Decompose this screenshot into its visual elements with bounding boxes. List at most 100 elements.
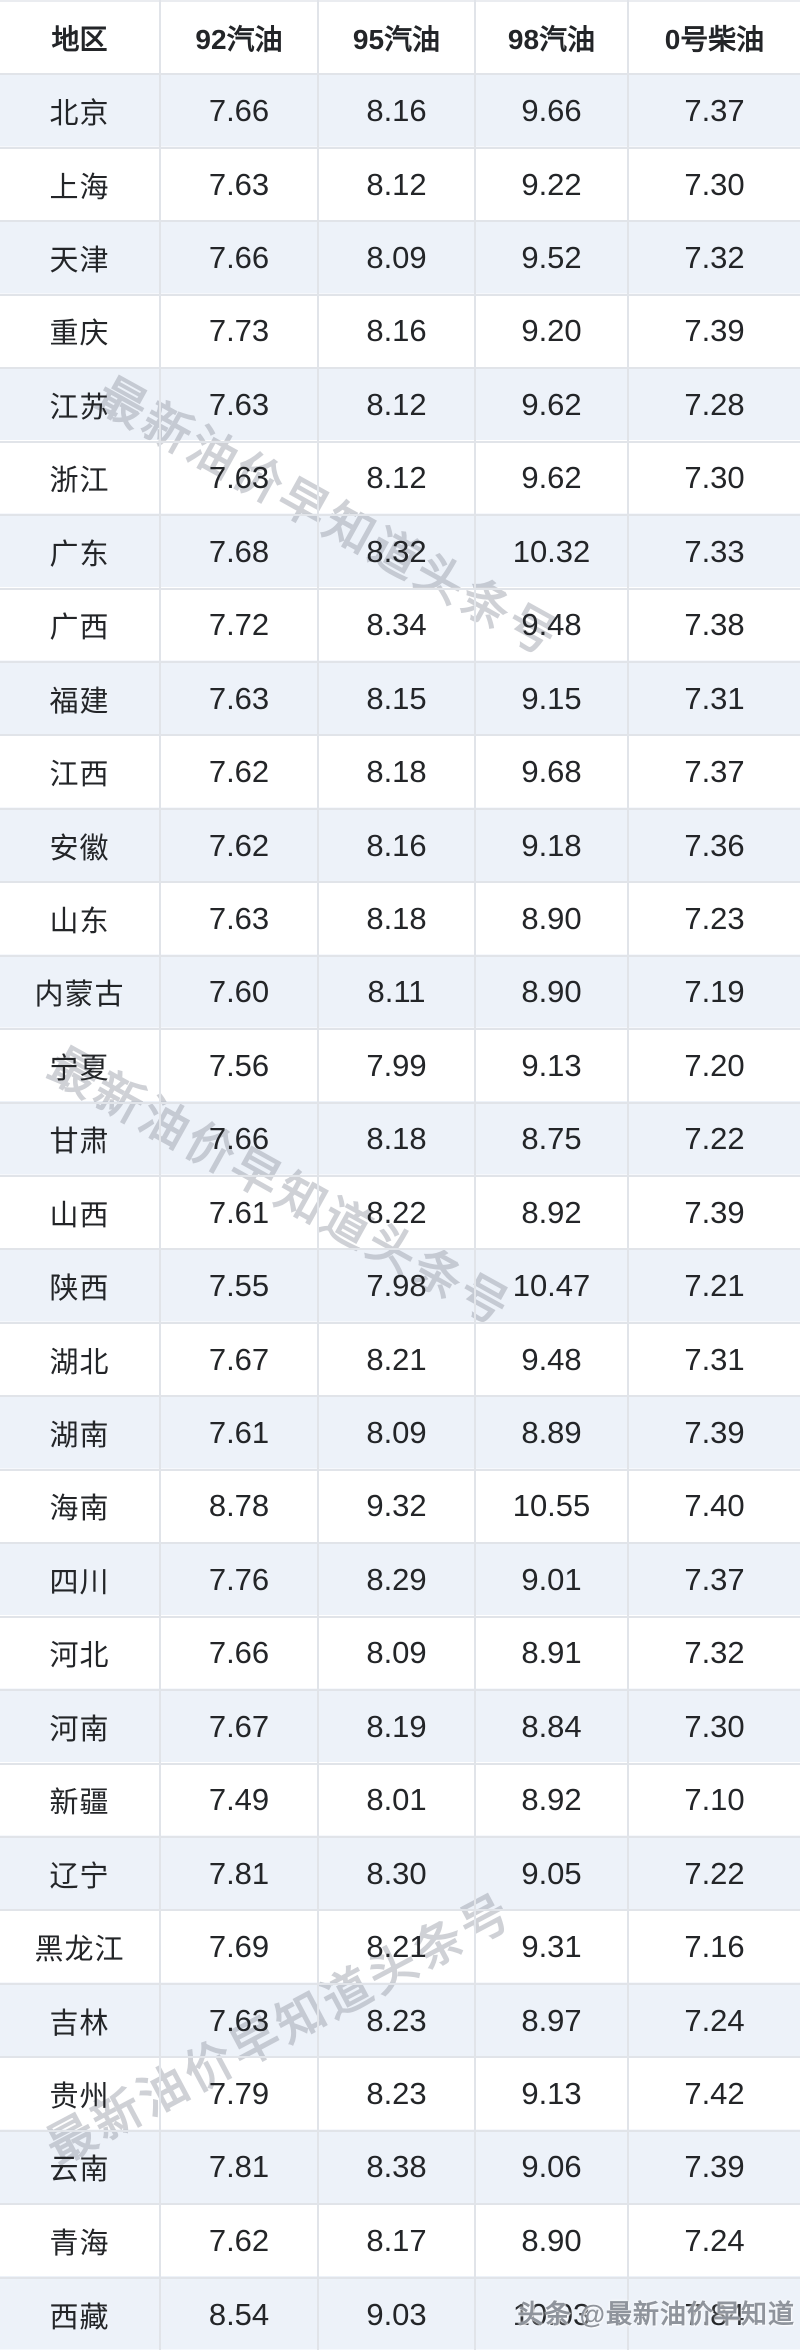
table-row: 山东 7.63 8.18 8.90 7.23 <box>0 881 800 957</box>
price-cell-98: 9.13 <box>474 2056 629 2132</box>
price-cell-98: 8.75 <box>474 1101 629 1178</box>
region-cell: 云南 <box>0 2129 161 2206</box>
price-cell-95: 8.29 <box>317 1542 476 1618</box>
price-cell-95: 8.32 <box>317 514 476 590</box>
region-cell: 浙江 <box>0 440 161 517</box>
price-cell-92: 8.78 <box>159 1468 319 1545</box>
price-cell-98: 8.90 <box>474 954 629 1031</box>
region-cell: 河南 <box>0 1689 161 1765</box>
region-cell: 山西 <box>0 1174 161 1251</box>
price-cell-95: 9.32 <box>317 1468 476 1545</box>
price-cell-92: 7.68 <box>159 514 319 590</box>
table-row: 安徽 7.62 8.16 9.18 7.36 <box>0 807 800 884</box>
region-cell: 江西 <box>0 734 161 810</box>
price-cell-98: 8.92 <box>474 1762 629 1838</box>
price-cell-92: 7.62 <box>159 2203 319 2279</box>
region-cell: 天津 <box>0 220 161 296</box>
price-cell-95: 8.22 <box>317 1174 476 1251</box>
price-cell-95: 8.30 <box>317 1835 476 1912</box>
region-cell: 广东 <box>0 514 161 590</box>
price-cell-98: 10.32 <box>474 514 629 590</box>
table-row: 四川 7.76 8.29 9.01 7.37 <box>0 1542 800 1618</box>
region-cell: 宁夏 <box>0 1028 161 1104</box>
table-row: 江苏 7.63 8.12 9.62 7.28 <box>0 367 800 443</box>
table-row: 云南 7.81 8.38 9.06 7.39 <box>0 2129 800 2206</box>
table-row: 内蒙古 7.60 8.11 8.90 7.19 <box>0 954 800 1031</box>
region-cell: 四川 <box>0 1542 161 1618</box>
table-row: 甘肃 7.66 8.18 8.75 7.22 <box>0 1101 800 1178</box>
price-cell-98: 8.97 <box>474 1982 629 2059</box>
price-cell-98: 10.03 <box>474 2276 629 2350</box>
table-row: 海南 8.78 9.32 10.55 7.40 <box>0 1468 800 1545</box>
price-cell-diesel: 7.24 <box>627 1982 800 2059</box>
price-cell-98: 8.92 <box>474 1174 629 1251</box>
region-cell: 陕西 <box>0 1248 161 1324</box>
price-cell-diesel: 7.30 <box>627 440 800 517</box>
price-cell-92: 7.55 <box>159 1248 319 1324</box>
price-cell-98: 9.31 <box>474 1909 629 1985</box>
price-cell-95: 8.12 <box>317 146 476 223</box>
price-cell-98: 9.06 <box>474 2129 629 2206</box>
price-cell-95: 8.15 <box>317 660 476 737</box>
price-cell-98: 9.18 <box>474 807 629 884</box>
price-cell-95: 8.23 <box>317 1982 476 2059</box>
price-cell-95: 8.18 <box>317 1101 476 1178</box>
price-cell-95: 7.99 <box>317 1028 476 1104</box>
region-cell: 重庆 <box>0 293 161 370</box>
price-cell-95: 8.34 <box>317 587 476 663</box>
price-cell-diesel: 7.16 <box>627 1909 800 1985</box>
price-cell-98: 9.68 <box>474 734 629 810</box>
region-cell: 吉林 <box>0 1982 161 2059</box>
table-row: 黑龙江 7.69 8.21 9.31 7.16 <box>0 1909 800 1985</box>
price-cell-98: 8.84 <box>474 1689 629 1765</box>
price-cell-95: 8.09 <box>317 220 476 296</box>
price-cell-diesel: 7.32 <box>627 220 800 296</box>
header-98-gasoline: 98汽油 <box>474 0 629 76</box>
table-row: 宁夏 7.56 7.99 9.13 7.20 <box>0 1028 800 1104</box>
price-cell-diesel: 7.28 <box>627 367 800 443</box>
price-cell-diesel: 7.37 <box>627 734 800 810</box>
region-cell: 辽宁 <box>0 1835 161 1912</box>
region-cell: 海南 <box>0 1468 161 1545</box>
price-cell-diesel: 7.10 <box>627 1762 800 1838</box>
price-cell-92: 7.67 <box>159 1689 319 1765</box>
price-cell-98: 9.48 <box>474 1321 629 1398</box>
table-row: 上海 7.63 8.12 9.22 7.30 <box>0 146 800 223</box>
price-cell-92: 7.81 <box>159 2129 319 2206</box>
price-cell-95: 8.16 <box>317 73 476 149</box>
price-cell-diesel: 7.33 <box>627 514 800 590</box>
price-cell-95: 8.21 <box>317 1909 476 1985</box>
price-cell-98: 9.66 <box>474 73 629 149</box>
table-row: 重庆 7.73 8.16 9.20 7.39 <box>0 293 800 370</box>
price-cell-92: 7.63 <box>159 660 319 737</box>
table-row: 西藏 8.54 9.03 10.03 7.84 <box>0 2276 800 2350</box>
price-cell-98: 9.13 <box>474 1028 629 1104</box>
region-cell: 江苏 <box>0 367 161 443</box>
table-row: 青海 7.62 8.17 8.90 7.24 <box>0 2203 800 2279</box>
region-cell: 广西 <box>0 587 161 663</box>
price-cell-95: 8.01 <box>317 1762 476 1838</box>
price-cell-95: 8.38 <box>317 2129 476 2206</box>
price-cell-diesel: 7.40 <box>627 1468 800 1545</box>
price-cell-92: 7.63 <box>159 440 319 517</box>
region-cell: 甘肃 <box>0 1101 161 1178</box>
price-cell-diesel: 7.30 <box>627 1689 800 1765</box>
table-row: 北京 7.66 8.16 9.66 7.37 <box>0 73 800 149</box>
price-cell-diesel: 7.23 <box>627 881 800 957</box>
price-cell-diesel: 7.39 <box>627 2129 800 2206</box>
header-0-diesel: 0号柴油 <box>627 0 800 76</box>
price-cell-diesel: 7.22 <box>627 1835 800 1912</box>
price-cell-95: 8.18 <box>317 881 476 957</box>
region-cell: 上海 <box>0 146 161 223</box>
price-cell-95: 8.18 <box>317 734 476 810</box>
price-cell-diesel: 7.22 <box>627 1101 800 1178</box>
price-cell-95: 8.19 <box>317 1689 476 1765</box>
price-cell-98: 10.55 <box>474 1468 629 1545</box>
table-row: 河北 7.66 8.09 8.91 7.32 <box>0 1615 800 1692</box>
table-row: 湖南 7.61 8.09 8.89 7.39 <box>0 1395 800 1471</box>
price-cell-92: 7.66 <box>159 73 319 149</box>
table-row: 吉林 7.63 8.23 8.97 7.24 <box>0 1982 800 2059</box>
region-cell: 贵州 <box>0 2056 161 2132</box>
region-cell: 安徽 <box>0 807 161 884</box>
